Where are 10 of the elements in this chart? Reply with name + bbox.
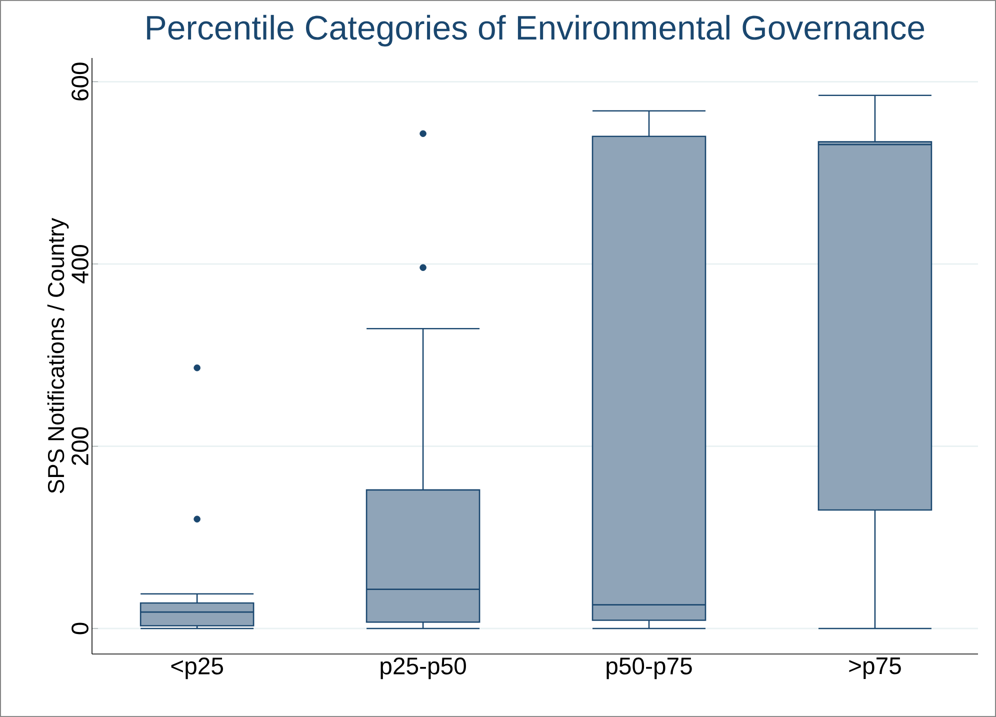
chart-title: Percentile Categories of Environmental Governance bbox=[147, 14, 924, 46]
x-tick-label: >p75 bbox=[849, 658, 901, 679]
y-tick-label: 600 bbox=[72, 62, 88, 100]
x-tick-label: p50-p75 bbox=[606, 658, 692, 680]
y-tick-label: 0 bbox=[72, 622, 88, 634]
x-tick-label: p25-p50 bbox=[380, 658, 466, 680]
y-tick-label: 400 bbox=[72, 244, 88, 284]
y-tick-label: 200 bbox=[72, 427, 88, 465]
y-axis-title: SPS Notifications / Country bbox=[47, 218, 69, 494]
x-tick-label: <p25 bbox=[171, 658, 223, 680]
